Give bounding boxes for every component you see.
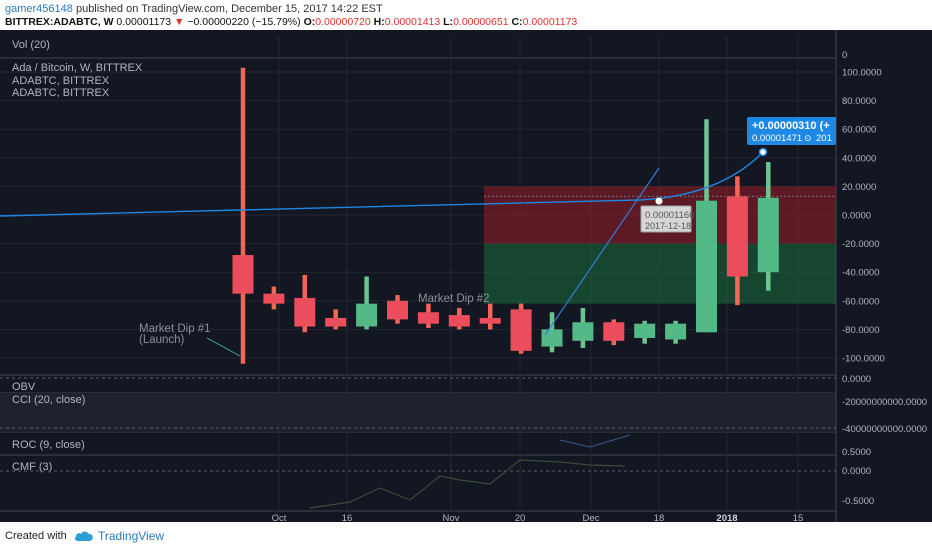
time-axis-label: 20 [515, 513, 526, 522]
created-with-text: Created with [5, 530, 67, 542]
price-change: −0.00000220 (−15.79%) [187, 16, 301, 28]
candle-body [325, 317, 347, 327]
projection-endpoint[interactable] [758, 147, 768, 157]
footer: Created with TradingView [0, 522, 932, 550]
price-axis-label: -60.0000 [842, 296, 880, 307]
candle-body [448, 315, 470, 327]
high-value: 0.00001413 [384, 16, 441, 28]
time-axis-label: 15 [793, 513, 804, 522]
overlay-label: ADABTC, BITTREX [12, 75, 110, 87]
obv-axis-label: 0.0000 [842, 374, 871, 385]
price-axis-label: 0.0000 [842, 211, 871, 222]
cci-axis-label: -20000000000.0000 [842, 397, 927, 408]
price-axis-label: -100.0000 [842, 354, 885, 365]
projection-curve [0, 151, 764, 217]
time-axis-label: 18 [654, 513, 665, 522]
publication-line: gamer456148 published on TradingView.com… [5, 3, 383, 15]
volume-pane-label: Vol (20) [12, 39, 50, 51]
projection-label-box[interactable] [747, 117, 836, 145]
annotation-market-dip-2: Market Dip #2 [418, 293, 490, 305]
close-label: C: [511, 16, 523, 28]
cmf-line [309, 459, 626, 509]
published-text: published on TradingView.com, December 1… [75, 3, 383, 15]
cmf-pane-label: CMF (3) [12, 461, 52, 473]
cmf-axis-label: 0.5000 [842, 447, 871, 458]
high-label: H: [373, 16, 385, 28]
candle-body [696, 200, 717, 333]
price-axis-label: -80.0000 [842, 325, 880, 336]
projection-price-label: 0.00001471 [752, 133, 802, 144]
candle-body [417, 312, 439, 324]
projection-time-label: 201 [816, 133, 832, 144]
candle-body [232, 255, 254, 294]
down-arrow-icon: ▼ [174, 16, 185, 28]
clock-icon: ⊙ [804, 133, 812, 143]
crosshair-date: 2017-12-18 [645, 221, 691, 231]
projection-change-label: +0.00000310 (+ [752, 120, 830, 132]
cci-band [0, 393, 836, 432]
time-axis-label: 16 [342, 513, 353, 522]
cmf-axis-label: -0.5000 [842, 496, 874, 507]
time-axis-label: Nov [443, 513, 460, 522]
price-axis-label: -40.0000 [842, 268, 880, 279]
candle-body [263, 293, 285, 304]
tradingview-brand[interactable]: TradingView [98, 529, 165, 543]
annotation-pointer [206, 337, 241, 357]
open-value: 0.00000720 [315, 16, 371, 28]
author-link[interactable]: gamer456148 [5, 3, 73, 15]
volume-axis-label: 0 [842, 50, 847, 61]
price-axis-label: 100.0000 [842, 68, 882, 79]
candle-body [387, 300, 408, 320]
price-axis-label: 60.0000 [842, 125, 876, 136]
candle-body [634, 323, 656, 338]
price-axis-label: -20.0000 [842, 239, 880, 250]
tradingview-cloud-icon [74, 531, 93, 541]
cci-pane-label: CCI (20, close) [12, 394, 85, 406]
candle-body [541, 329, 563, 347]
crosshair-tooltip [640, 205, 692, 233]
time-axis-label: Dec [583, 513, 600, 522]
trend-line [544, 167, 660, 336]
candle-body [479, 317, 501, 324]
ohlc-line: BITTREX:ADABTC, W 0.00001173 ▼ −0.000002… [5, 16, 577, 28]
chart-header: gamer456148 published on TradingView.com… [0, 0, 932, 30]
crosshair-point [655, 197, 663, 205]
cmf-axis-label: 0.0000 [842, 466, 871, 477]
symbol-label: BITTREX:ADABTC, W [5, 16, 114, 28]
time-axis-label: Oct [272, 513, 287, 522]
candle-body [572, 322, 594, 341]
candle-body [510, 309, 532, 351]
candle-body [603, 322, 625, 341]
cci-axis-label: -40000000000.0000 [842, 424, 927, 435]
candle-body [726, 196, 748, 277]
roc-line [559, 434, 631, 448]
annotation-market-dip-1: Market Dip #1 [139, 323, 211, 335]
close-value: 0.00001173 [522, 16, 578, 28]
price-axis-label: 40.0000 [842, 153, 876, 164]
candle-body [665, 323, 687, 340]
take-profit-zone [484, 243, 836, 304]
low-value: 0.00000651 [453, 16, 509, 28]
last-price: 0.00001173 [116, 16, 172, 28]
candle-body [294, 297, 316, 327]
candle-body [757, 197, 779, 273]
time-axis-label: 2018 [716, 513, 737, 522]
obv-pane-label: OBV [12, 381, 36, 393]
price-pane-title: Ada / Bitcoin, W, BITTREX [12, 62, 143, 74]
annotation-launch: (Launch) [139, 334, 185, 346]
low-label: L: [443, 16, 454, 28]
tradingview-chart[interactable]: 100.0000 80.0000 60.0000 40.0000 20.0000 0.00… [0, 30, 932, 522]
price-axis-label: 20.0000 [842, 182, 876, 193]
roc-pane-label: ROC (9, close) [12, 439, 85, 451]
candle-body [356, 303, 378, 327]
crosshair-value: 0.00001160 [645, 210, 695, 221]
open-label: O: [303, 16, 316, 28]
overlay-label: ADABTC, BITTREX [12, 87, 110, 99]
price-axis-label: 80.0000 [842, 96, 876, 107]
